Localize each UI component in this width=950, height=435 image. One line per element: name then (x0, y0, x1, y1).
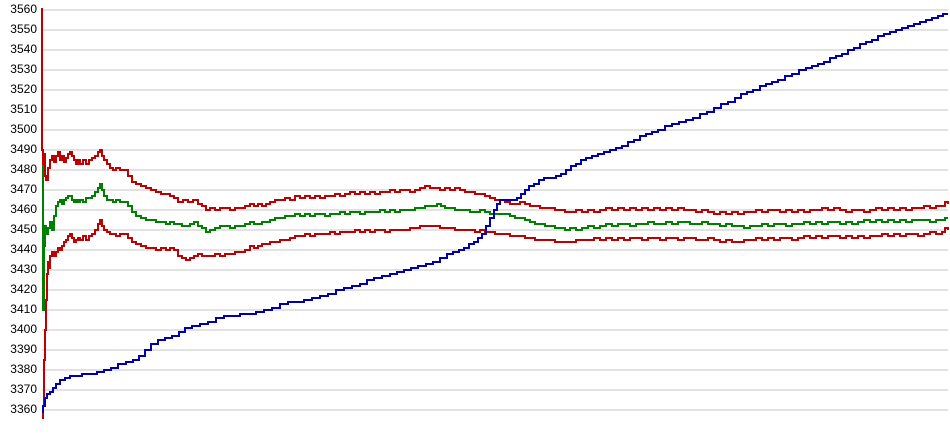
y-axis-tick-label: 3450 (10, 222, 37, 236)
y-axis-tick-label: 3480 (10, 162, 37, 176)
y-axis-tick-label: 3440 (10, 242, 37, 256)
y-axis-tick-label: 3560 (10, 2, 37, 16)
y-axis-tick-label: 3380 (10, 362, 37, 376)
y-axis-tick-label: 3460 (10, 202, 37, 216)
y-axis-tick-label: 3430 (10, 262, 37, 276)
y-axis-tick-label: 3400 (10, 322, 37, 336)
series-middle-line (42, 165, 948, 311)
y-axis-tick-label: 3530 (10, 62, 37, 76)
y-axis-tick-label: 3470 (10, 182, 37, 196)
y-axis-tick-label: 3490 (10, 142, 37, 156)
y-axis-tick-label: 3420 (10, 282, 37, 296)
series-lower-band (42, 219, 949, 419)
y-axis-tick-label: 3360 (10, 402, 37, 416)
series-main-line (42, 13, 948, 413)
y-axis-tick-label: 3410 (10, 302, 37, 316)
y-axis-tick-label: 3520 (10, 82, 37, 96)
y-axis-tick-label: 3390 (10, 342, 37, 356)
series-upper-band (41, 8, 949, 215)
y-axis-tick-label: 3510 (10, 102, 37, 116)
y-axis-tick-label: 3540 (10, 42, 37, 56)
y-axis-tick-label: 3500 (10, 122, 37, 136)
y-axis-tick-label: 3550 (10, 22, 37, 36)
y-axis-tick-label: 3370 (10, 382, 37, 396)
